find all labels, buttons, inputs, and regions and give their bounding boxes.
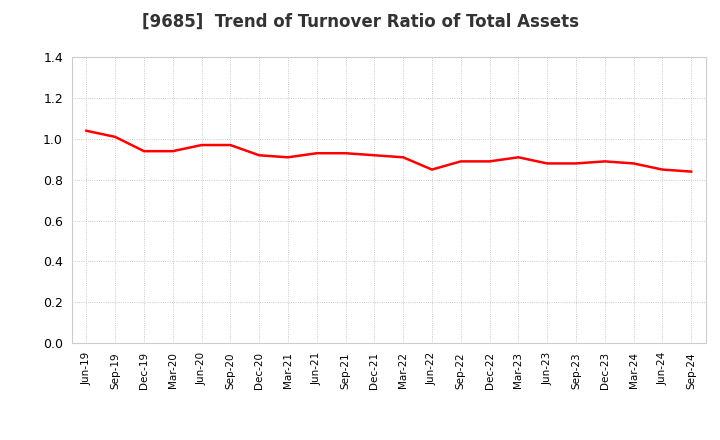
Text: [9685]  Trend of Turnover Ratio of Total Assets: [9685] Trend of Turnover Ratio of Total …: [142, 13, 578, 31]
